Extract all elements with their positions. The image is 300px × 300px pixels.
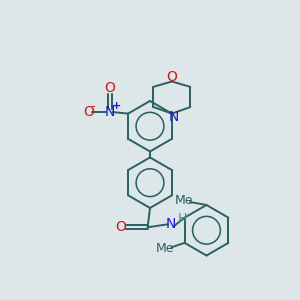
Text: Me: Me (156, 242, 175, 255)
Text: O: O (83, 105, 94, 119)
Text: H: H (177, 212, 187, 226)
Text: Me: Me (175, 194, 194, 207)
Text: +: + (112, 101, 121, 111)
Text: -: - (90, 100, 95, 113)
Text: N: N (166, 217, 176, 231)
Text: N: N (104, 105, 115, 119)
Text: N: N (168, 110, 178, 124)
Text: O: O (115, 220, 126, 234)
Text: O: O (167, 70, 177, 84)
Text: O: O (104, 81, 115, 95)
